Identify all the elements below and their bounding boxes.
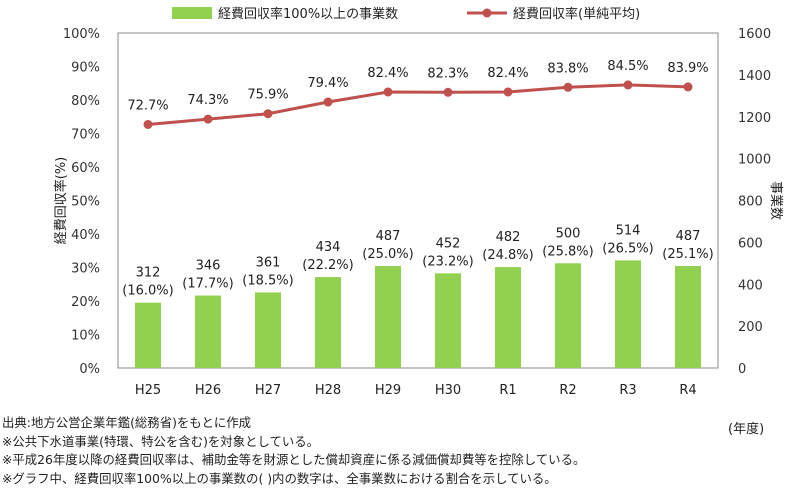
- x-tick-label: H25: [135, 383, 161, 398]
- bar: [675, 266, 701, 368]
- x-axis-unit: (年度): [728, 422, 765, 437]
- y-right-tick-label: 600: [738, 236, 763, 251]
- bar-share-label: (26.5%): [602, 241, 653, 256]
- y-left-tick-label: 40%: [71, 228, 100, 243]
- bar-share-label: (25.8%): [542, 244, 593, 259]
- y-left-tick-label: 20%: [71, 295, 100, 310]
- bar-value-label: 487: [676, 229, 701, 244]
- bar-share-label: (16.0%): [122, 284, 173, 299]
- line-point: [263, 109, 273, 119]
- y-left-tick-label: 30%: [71, 262, 100, 277]
- bar-value-label: 434: [316, 240, 341, 255]
- y-left-tick-label: 0%: [79, 362, 100, 377]
- bar: [135, 302, 161, 368]
- bar-value-label: 514: [616, 223, 641, 238]
- x-tick-label: R3: [619, 383, 636, 398]
- bar-share-label: (17.7%): [182, 277, 233, 292]
- legend-bar-label: 経費回収率100%以上の事業数: [218, 6, 398, 22]
- bar-value-label: 500: [556, 226, 581, 241]
- bar-share-label: (22.2%): [302, 258, 353, 273]
- x-tick-label: H28: [315, 383, 341, 398]
- line-point: [323, 97, 333, 107]
- bar: [615, 260, 641, 368]
- bar-share-label: (23.2%): [422, 254, 473, 269]
- bar-value-label: 312: [136, 266, 161, 281]
- legend-bar-swatch: [172, 7, 212, 19]
- x-tick-label: R2: [559, 383, 576, 398]
- bar-share-label: (24.8%): [482, 248, 533, 263]
- y-right-tick-label: 800: [738, 195, 763, 210]
- bar-value-label: 346: [196, 259, 221, 274]
- bar-value-label: 482: [496, 230, 521, 245]
- line-value-label: 82.3%: [427, 66, 468, 81]
- y-right-tick-label: 1200: [738, 111, 771, 126]
- line-value-label: 83.9%: [667, 61, 708, 76]
- line-value-label: 72.7%: [127, 98, 168, 113]
- bar: [555, 263, 581, 368]
- y-right-tick-label: 400: [738, 278, 763, 293]
- y-right-tick-label: 1600: [738, 27, 771, 42]
- bar: [495, 267, 521, 368]
- bar-share-label: (25.0%): [362, 247, 413, 262]
- bar-value-label: 487: [376, 229, 401, 244]
- bar: [255, 292, 281, 368]
- y-right-tick-label: 1400: [738, 69, 771, 84]
- line-point: [443, 87, 453, 97]
- line-point: [143, 119, 153, 129]
- line-point: [503, 87, 513, 97]
- x-tick-label: H26: [195, 383, 221, 398]
- bar-share-label: (25.1%): [662, 247, 713, 262]
- plot-frame: [117, 32, 719, 369]
- x-tick-label: H30: [435, 383, 461, 398]
- line-point: [623, 80, 633, 90]
- y-left-axis-label: 経費回収率(%): [53, 157, 69, 245]
- bar: [195, 295, 221, 368]
- line-point: [683, 82, 693, 92]
- y-left-tick-label: 70%: [71, 128, 100, 143]
- note-method: ※平成26年度以降の経費回収率は、補助金等を財源とした償却資産に係る減価償却費等…: [2, 452, 586, 467]
- line-point: [563, 82, 573, 92]
- legend-line-label: 経費回収率(単純平均): [513, 6, 640, 22]
- y-right-axis-label: 事業数: [768, 181, 784, 220]
- bar: [375, 266, 401, 368]
- y-right-tick-label: 0: [738, 362, 746, 377]
- line-value-label: 74.3%: [187, 93, 228, 108]
- line-value-label: 79.4%: [307, 76, 348, 91]
- line-point: [203, 114, 213, 124]
- x-tick-label: H29: [375, 383, 401, 398]
- y-left-tick-label: 50%: [71, 195, 100, 210]
- y-left-tick-label: 60%: [71, 161, 100, 176]
- bar-value-label: 361: [256, 255, 281, 270]
- y-right-tick-label: 200: [738, 320, 763, 335]
- y-left-tick-label: 100%: [63, 27, 100, 42]
- legend-line-marker: [482, 8, 492, 18]
- line-value-label: 83.8%: [547, 61, 588, 76]
- footnotes: 出典:地方公営企業年鑑(総務省)をもとに作成 ※公共下水道事業(特環、特公を含む…: [2, 414, 585, 488]
- line-value-label: 75.9%: [247, 88, 288, 103]
- bar-share-label: (18.5%): [242, 273, 293, 288]
- bar: [315, 277, 341, 368]
- y-left-tick-label: 90%: [71, 61, 100, 76]
- bar-value-label: 452: [436, 236, 461, 251]
- bar: [435, 273, 461, 368]
- line-value-label: 84.5%: [607, 59, 648, 74]
- line-value-label: 82.4%: [367, 66, 408, 81]
- note-share: ※グラフ中、経費回収率100%以上の事業数の( )内の数字は、全事業数における割…: [2, 470, 557, 486]
- note-scope: ※公共下水道事業(特環、特公を含む)を対象としている。: [2, 433, 320, 449]
- y-left-tick-label: 80%: [71, 94, 100, 109]
- note-source: 出典:地方公営企業年鑑(総務省)をもとに作成: [2, 415, 252, 430]
- y-left-tick-label: 10%: [71, 329, 100, 344]
- x-tick-label: H27: [255, 383, 281, 398]
- line-value-label: 82.4%: [487, 66, 528, 81]
- x-tick-label: R4: [679, 383, 696, 398]
- line-series-path: [147, 83, 689, 126]
- x-tick-label: R1: [499, 383, 516, 398]
- y-right-tick-label: 1000: [738, 153, 771, 168]
- combo-chart: 0% 10% 20% 30% 40% 50% 60% 70% 80% 90% 100% 0 200 400…: [53, 6, 784, 398]
- line-point: [383, 87, 393, 97]
